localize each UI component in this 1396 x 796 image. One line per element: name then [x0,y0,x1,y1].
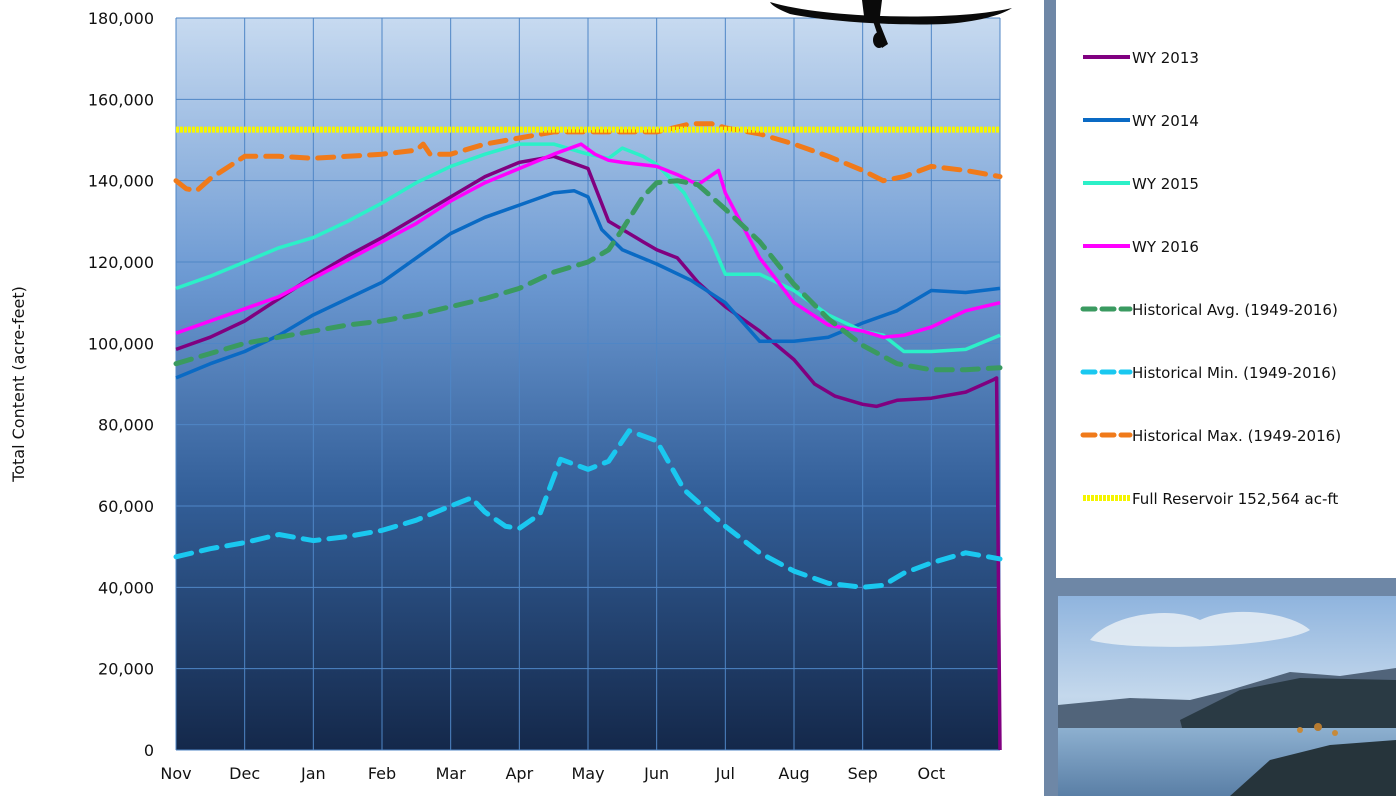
kayak-silhouette [770,0,1012,48]
x-tick-label: May [571,764,604,783]
x-tick-label: Sep [848,764,878,783]
x-tick-label: Feb [368,764,396,783]
y-tick-label: 180,000 [88,9,154,28]
legend: WY 2013 WY 2014 WY 2015 WY 2016 Historical A… [1080,49,1341,508]
x-tick-label: Mar [436,764,467,783]
series-lines [173,121,1003,751]
x-tick-label: Jul [715,764,735,783]
y-tick-label: 20,000 [98,660,154,679]
series-line [173,428,1003,590]
x-tick-label: Nov [160,764,191,783]
y-tick-labels: 0 20,000 40,000 60,000 80,000 100,000 120,000 1… [88,9,154,760]
legend-label: WY 2014 [1132,112,1199,130]
x-tick-labels: Nov Dec Jan Feb Mar Apr May Jun Jul Aug Sep Oct [160,764,945,783]
y-tick-label: 120,000 [88,253,154,272]
legend-label: Historical Min. (1949-2016) [1132,364,1337,382]
y-tick-label: 0 [144,741,154,760]
series-line [173,178,1003,373]
reservoir-photo [1058,596,1396,796]
x-tick-label: Jun [643,764,669,783]
x-tick-label: Dec [229,764,260,783]
legend-label: WY 2015 [1132,175,1199,193]
legend-box [1056,0,1396,578]
y-axis-label: Total Content (acre-feet) [9,286,28,483]
y-tick-label: 140,000 [88,172,154,191]
y-tick-label: 80,000 [98,416,154,435]
x-tick-label: Apr [505,764,533,783]
legend-label: WY 2016 [1132,238,1199,256]
x-tick-label: Jan [300,764,326,783]
x-tick-label: Oct [917,764,945,783]
legend-label: WY 2013 [1132,49,1199,67]
series-line [175,154,1002,751]
legend-label: Historical Max. (1949-2016) [1132,427,1341,445]
y-tick-label: 100,000 [88,334,154,353]
legend-label: Full Reservoir 152,564 ac-ft [1132,490,1338,508]
series-line [175,142,1001,339]
y-tick-label: 160,000 [88,90,154,109]
y-tick-label: 40,000 [98,578,154,597]
x-tick-label: Aug [778,764,809,783]
legend-label: Historical Avg. (1949-2016) [1132,301,1338,319]
y-tick-label: 60,000 [98,497,154,516]
series-line [173,121,1003,194]
